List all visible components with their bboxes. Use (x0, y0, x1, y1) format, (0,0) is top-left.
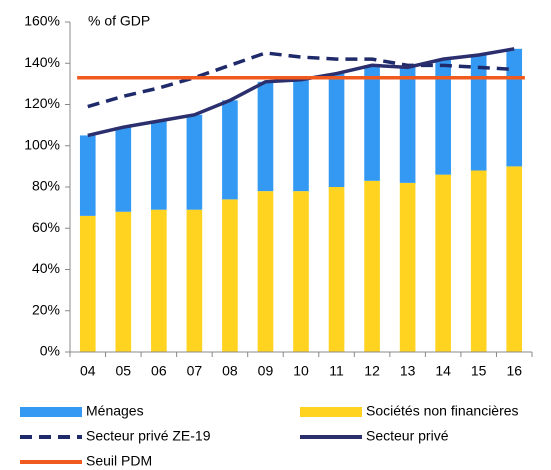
x-tick-label: 09 (258, 363, 274, 379)
y-tick-label: 40% (32, 260, 60, 276)
bar (257, 81, 274, 192)
bar (151, 121, 167, 210)
bar (151, 209, 167, 352)
line (87, 47, 515, 138)
bar (364, 65, 380, 181)
y-tick-label: 20% (32, 301, 60, 317)
x-tick-label: 04 (80, 363, 96, 379)
legend-label: Sociétés non financières (366, 403, 519, 419)
x-tick-label: 16 (506, 363, 522, 379)
bar (399, 67, 416, 183)
x-tick-label: 08 (222, 363, 238, 379)
line (87, 51, 515, 109)
x-tick-label: 10 (293, 363, 309, 379)
legend-swatch (300, 407, 362, 417)
y-tick-label: 0% (40, 343, 60, 359)
y-tick-label: 120% (24, 95, 60, 111)
bar (79, 215, 96, 352)
x-tick-label: 15 (471, 363, 487, 379)
y-tick-label: 160% (24, 13, 60, 29)
bar (506, 48, 523, 167)
bar (293, 191, 309, 352)
y-tick-label: 60% (32, 219, 60, 235)
x-tick-label: 12 (364, 363, 380, 379)
annotation: % of GDP (88, 13, 150, 29)
bar (186, 209, 203, 352)
x-tick-label: 13 (400, 363, 416, 379)
bar (293, 79, 309, 192)
legend-label: Secteur privé ZE-19 (86, 428, 211, 444)
legend-label: Secteur privé (366, 428, 449, 444)
bar (435, 174, 451, 352)
bar (399, 182, 416, 352)
x-tick-label: 11 (329, 363, 344, 379)
x-tick-label: 05 (116, 363, 132, 379)
x-tick-label: 07 (187, 363, 203, 379)
bar (257, 191, 274, 352)
legend-label: Ménages (86, 403, 144, 419)
bar (186, 114, 203, 210)
bar (115, 127, 132, 212)
bar (222, 199, 238, 352)
x-tick-label: 06 (151, 363, 167, 379)
y-tick-label: 100% (24, 136, 60, 152)
bar (115, 211, 132, 352)
legend-label: Seuil PDM (86, 453, 152, 469)
x-tick-label: 14 (435, 363, 451, 379)
legend-swatch (20, 407, 82, 417)
bar (470, 170, 487, 352)
bar (364, 180, 380, 352)
y-tick-label: 140% (24, 54, 60, 70)
bar (506, 166, 523, 352)
bar (435, 59, 451, 175)
bar (79, 135, 96, 216)
bar (328, 187, 345, 352)
bar (328, 73, 345, 187)
y-tick-label: 80% (32, 178, 60, 194)
bar (222, 100, 238, 200)
bar (470, 55, 487, 171)
